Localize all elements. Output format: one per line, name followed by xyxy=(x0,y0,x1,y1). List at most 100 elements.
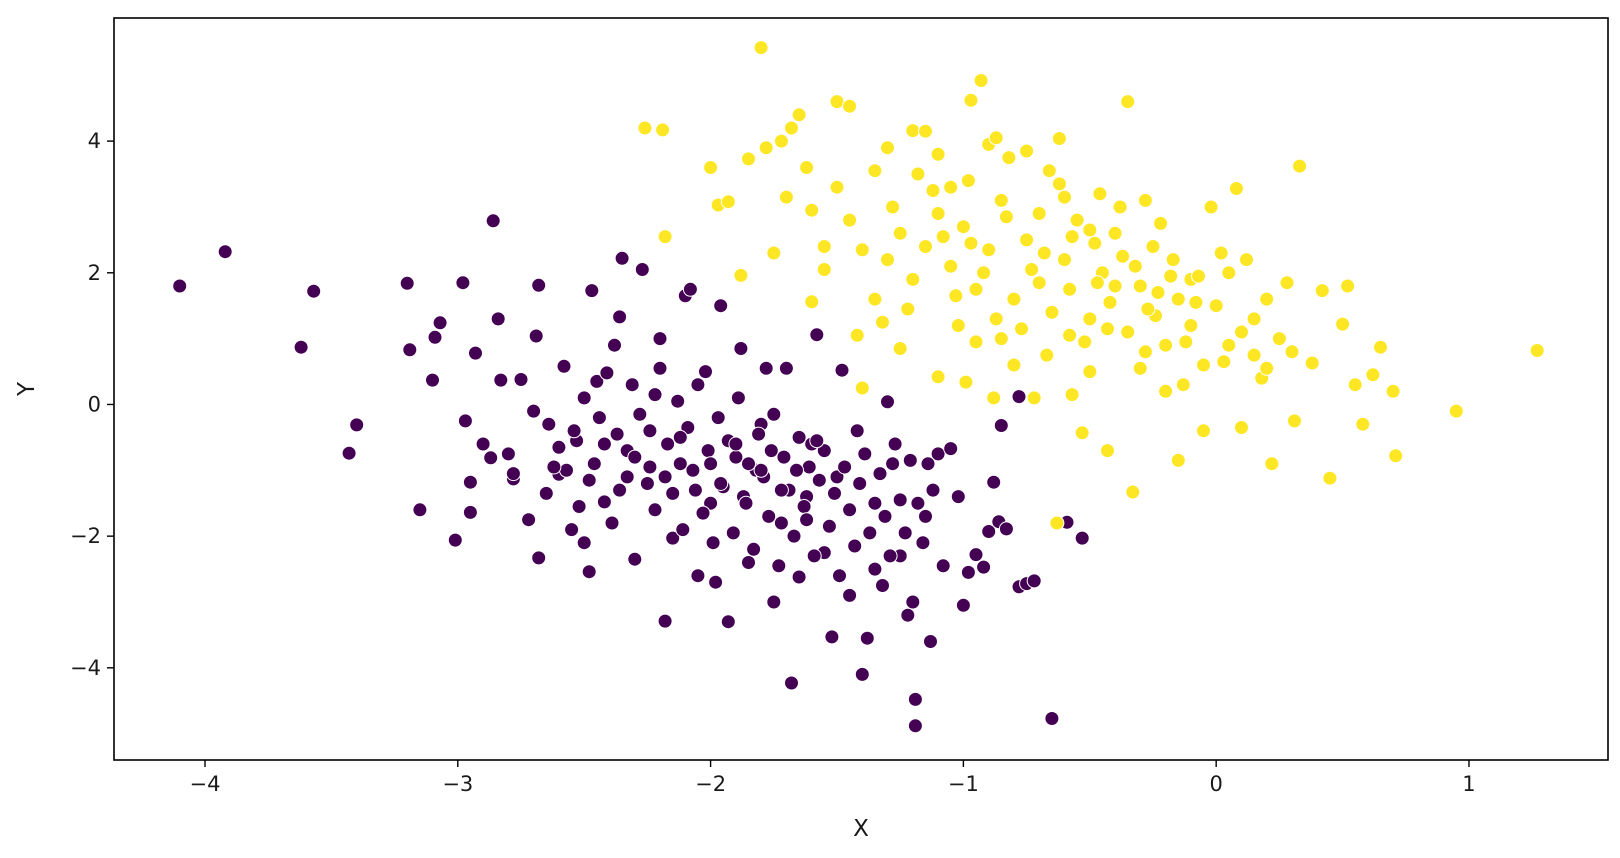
data-point xyxy=(786,528,802,544)
data-point xyxy=(1170,291,1186,307)
y-tick-label: 0 xyxy=(88,392,101,416)
data-point xyxy=(627,551,643,567)
data-point xyxy=(763,443,779,459)
data-point xyxy=(842,212,858,228)
data-point xyxy=(968,334,984,350)
data-point xyxy=(1153,215,1169,231)
data-point xyxy=(1208,298,1224,314)
data-point xyxy=(801,459,817,475)
data-point xyxy=(1031,206,1047,221)
data-point xyxy=(988,311,1004,327)
data-point xyxy=(427,329,443,345)
data-point xyxy=(998,521,1014,537)
data-point xyxy=(842,98,858,114)
data-point xyxy=(500,446,516,462)
data-point xyxy=(1165,252,1181,268)
data-point xyxy=(576,535,592,551)
data-point xyxy=(829,94,845,110)
data-point xyxy=(1082,364,1098,380)
data-point xyxy=(1314,283,1330,299)
data-point xyxy=(741,151,756,167)
data-point xyxy=(849,423,865,439)
data-point xyxy=(566,423,582,439)
data-point xyxy=(832,568,847,584)
data-point xyxy=(824,629,840,645)
data-point xyxy=(910,166,926,182)
data-point xyxy=(773,482,789,498)
data-point xyxy=(1191,268,1206,284)
data-point xyxy=(1107,225,1123,241)
data-point xyxy=(703,160,719,175)
data-point xyxy=(791,429,807,445)
data-point xyxy=(708,574,724,590)
data-point xyxy=(432,315,448,331)
data-point xyxy=(695,505,711,521)
data-point xyxy=(728,449,744,465)
data-point xyxy=(1102,294,1118,310)
data-point xyxy=(854,242,870,258)
data-point xyxy=(1335,316,1351,332)
data-point xyxy=(1115,248,1131,264)
data-point xyxy=(341,445,357,461)
data-point xyxy=(672,429,688,445)
data-point xyxy=(834,362,850,378)
data-point xyxy=(551,439,567,455)
data-point xyxy=(806,548,822,564)
data-point xyxy=(852,476,868,491)
data-point xyxy=(880,252,895,268)
data-point xyxy=(607,337,622,353)
data-point xyxy=(682,281,698,297)
data-point xyxy=(462,504,478,520)
x-tick-label: −2 xyxy=(695,772,726,796)
data-point xyxy=(647,502,663,518)
data-point xyxy=(685,462,701,478)
data-point xyxy=(1082,222,1098,238)
data-point xyxy=(720,614,736,630)
data-point xyxy=(791,107,807,123)
data-point xyxy=(571,499,587,514)
data-point xyxy=(773,133,789,149)
data-point xyxy=(1137,192,1153,208)
data-point xyxy=(1246,311,1262,327)
data-point xyxy=(955,597,971,613)
data-point xyxy=(986,390,1002,406)
data-point xyxy=(513,372,529,387)
data-point xyxy=(892,341,908,356)
data-point xyxy=(700,443,716,459)
data-point xyxy=(672,456,688,472)
data-point xyxy=(910,495,926,511)
data-point xyxy=(1150,285,1166,300)
data-point xyxy=(821,518,837,534)
data-point xyxy=(730,390,746,406)
data-point xyxy=(968,281,984,297)
data-point xyxy=(885,199,901,215)
data-point xyxy=(827,485,842,501)
data-point xyxy=(1006,291,1022,307)
data-point xyxy=(1347,377,1363,393)
data-point xyxy=(887,436,903,452)
data-point xyxy=(490,311,506,327)
data-point xyxy=(399,275,415,291)
data-point xyxy=(1304,355,1320,371)
data-point xyxy=(483,450,499,466)
data-point xyxy=(1271,331,1287,347)
data-point xyxy=(862,525,878,541)
data-point xyxy=(634,262,650,277)
data-point xyxy=(652,360,668,376)
data-point xyxy=(973,73,989,88)
y-tick-label: 2 xyxy=(88,261,101,285)
data-point xyxy=(1026,390,1042,406)
data-point xyxy=(1112,199,1128,215)
data-point xyxy=(1064,387,1080,403)
data-point xyxy=(897,525,913,541)
data-point xyxy=(698,364,713,380)
data-point xyxy=(766,406,782,422)
data-point xyxy=(758,360,774,376)
data-point xyxy=(1041,163,1057,179)
data-point xyxy=(1062,281,1078,297)
data-point xyxy=(710,410,726,426)
data-point xyxy=(733,341,749,356)
data-point xyxy=(614,250,630,266)
data-point xyxy=(746,541,762,557)
